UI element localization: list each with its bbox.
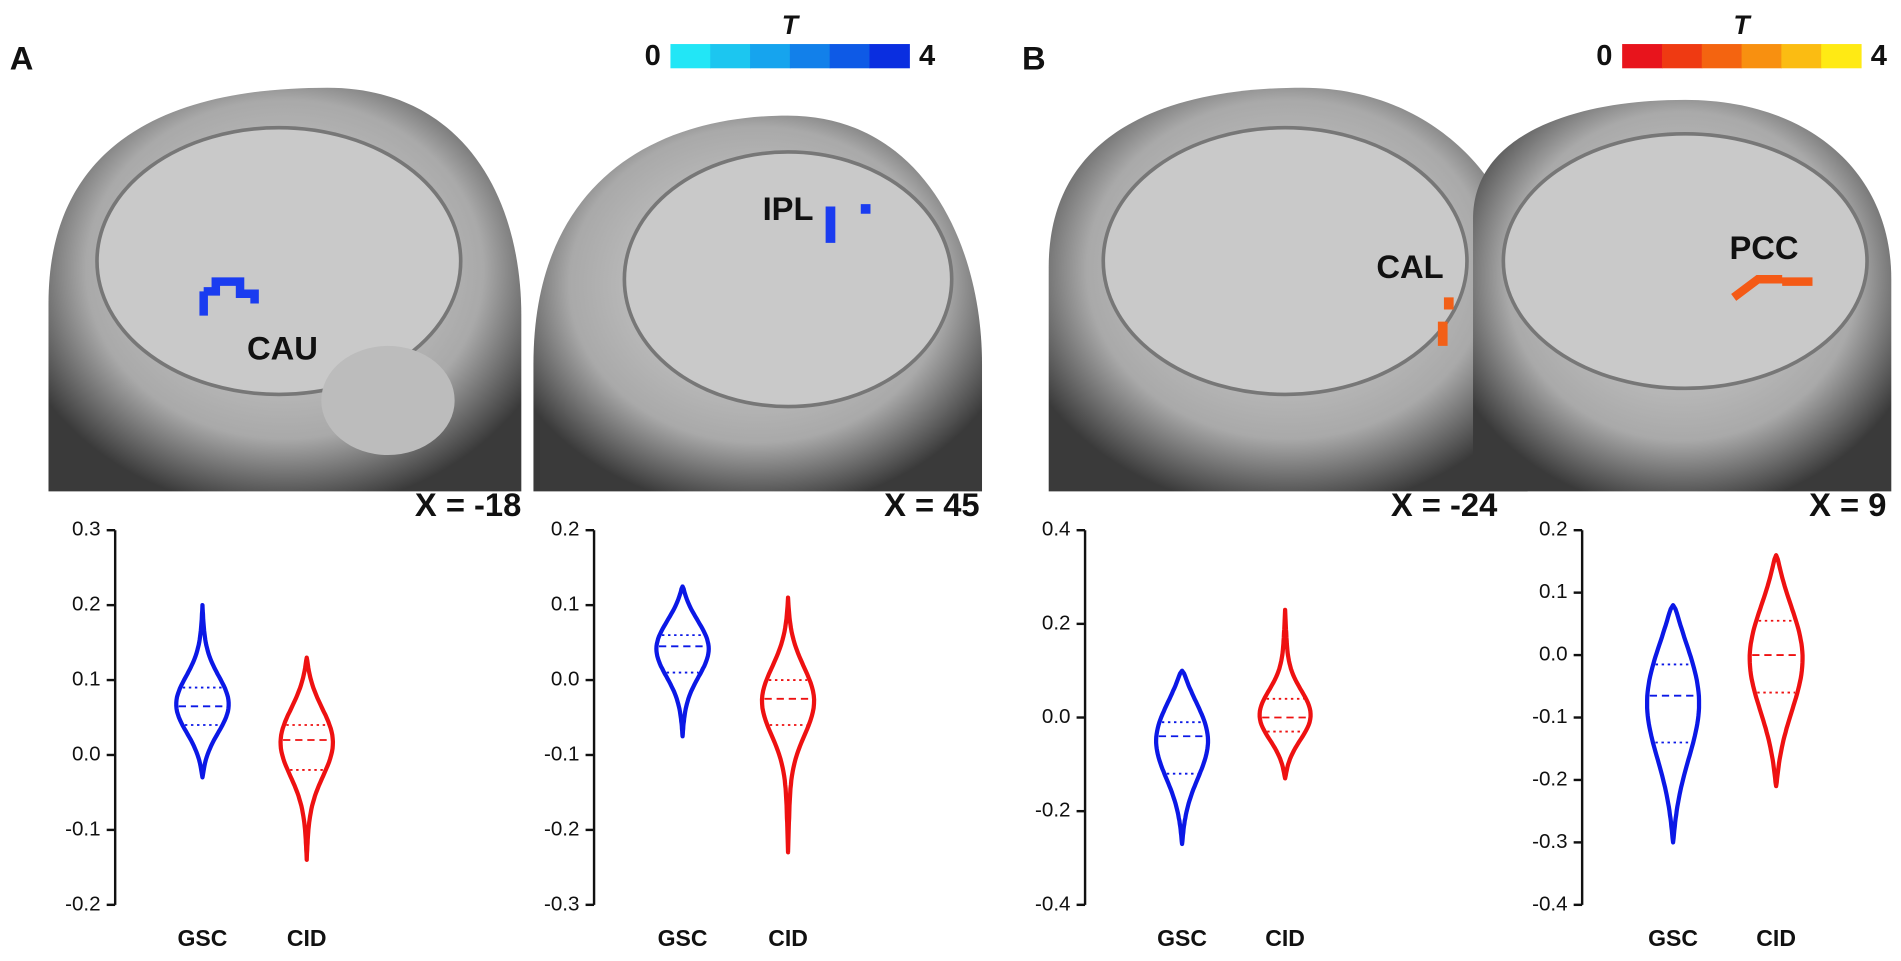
colorbar-tick-label: 0	[645, 40, 661, 72]
y-tick-label: -0.3	[544, 892, 580, 915]
violin	[759, 595, 817, 855]
brain-tissue	[1101, 125, 1469, 397]
slice-label: X = 9	[1809, 486, 1886, 523]
violin	[654, 584, 711, 739]
panel-label: A	[10, 40, 34, 77]
y-tick-label: 0.0	[1042, 705, 1071, 728]
colorbar-segment	[1701, 44, 1743, 69]
slice-label: X = -24	[1391, 486, 1498, 523]
cluster	[825, 204, 871, 243]
y-tick-label: 0.3	[72, 518, 101, 541]
violin	[1747, 553, 1805, 789]
y-tick-label: 0.2	[1042, 611, 1071, 634]
brain-slices	[48, 87, 1892, 492]
region-label: CAL	[1376, 248, 1443, 285]
y-tick-label: -0.2	[1035, 799, 1071, 822]
colorbar-segment	[1741, 44, 1782, 69]
colorbar-segment	[1661, 44, 1703, 69]
colorbar-tick-label: 4	[1871, 40, 1888, 72]
x-tick-label: GSC	[178, 925, 228, 951]
colorbar-segment	[750, 44, 791, 69]
region-label: IPL	[763, 190, 814, 227]
panel-label: B	[1022, 40, 1046, 77]
y-tick-label: 0.2	[1539, 518, 1568, 541]
colorbar-tick-label: 4	[919, 40, 936, 72]
cluster	[1437, 297, 1454, 346]
y-tick-label: 0.2	[551, 518, 580, 541]
x-tick-label: GSC	[1648, 925, 1698, 951]
annotations: A B CAU IPL CAL PCC X = -18 X = 45 X = -…	[10, 40, 1887, 523]
x-tick-label: CID	[768, 925, 808, 951]
cluster	[199, 277, 259, 316]
x-tick-label: GSC	[1157, 925, 1207, 951]
y-tick-label: -0.2	[65, 892, 101, 915]
y-tick-label: 0.2	[72, 593, 101, 616]
y-tick-label: -0.2	[1532, 767, 1568, 790]
y-tick-label: 0.0	[551, 667, 580, 690]
y-tick-label: -0.1	[65, 817, 101, 840]
colorbar-segment	[869, 44, 910, 69]
y-tick-label: -0.3	[1532, 830, 1568, 853]
violin	[1645, 603, 1702, 845]
region-label: PCC	[1729, 229, 1798, 266]
y-tick-label: -0.4	[1035, 892, 1071, 915]
colorbar-tick-label: 0	[1596, 40, 1612, 72]
brain-tissue	[321, 345, 455, 456]
y-tick-label: -0.1	[544, 742, 580, 765]
violin	[1257, 607, 1313, 781]
colorbar-segment	[1821, 44, 1862, 69]
slice-label: X = -18	[415, 486, 521, 523]
brain-tissue	[1501, 131, 1869, 391]
colorbar-segment	[1781, 44, 1822, 69]
y-tick-label: 0.1	[1539, 580, 1568, 603]
colorbar-segment	[670, 44, 711, 69]
y-tick-label: 0.1	[551, 593, 580, 616]
brain-tissue	[95, 125, 463, 397]
slice-label: X = 45	[884, 486, 980, 523]
x-tick-label: GSC	[658, 925, 708, 951]
x-tick-label: CID	[1265, 925, 1305, 951]
colorbar-segment	[789, 44, 831, 69]
x-tick-label: CID	[287, 925, 327, 951]
colorbar-segment	[829, 44, 871, 69]
cluster	[1731, 275, 1813, 301]
y-tick-label: 0.0	[1539, 643, 1568, 666]
violin	[278, 655, 336, 862]
violin	[1153, 668, 1211, 847]
y-tick-label: -0.4	[1532, 892, 1568, 915]
x-tick-label: CID	[1756, 925, 1796, 951]
region-label: CAU	[247, 329, 318, 366]
violin	[174, 603, 231, 780]
y-tick-label: -0.1	[1532, 705, 1568, 728]
colorbar-title: T	[1733, 10, 1752, 40]
brain-tissue	[622, 150, 954, 409]
colorbar-segment	[710, 44, 751, 69]
y-tick-label: -0.2	[544, 817, 580, 840]
y-tick-label: 0.4	[1042, 518, 1071, 541]
y-tick-label: 0.1	[72, 667, 101, 690]
y-tick-label: 0.0	[72, 742, 101, 765]
colorbar-title: T	[782, 10, 801, 40]
colorbar-segment	[1622, 44, 1663, 69]
